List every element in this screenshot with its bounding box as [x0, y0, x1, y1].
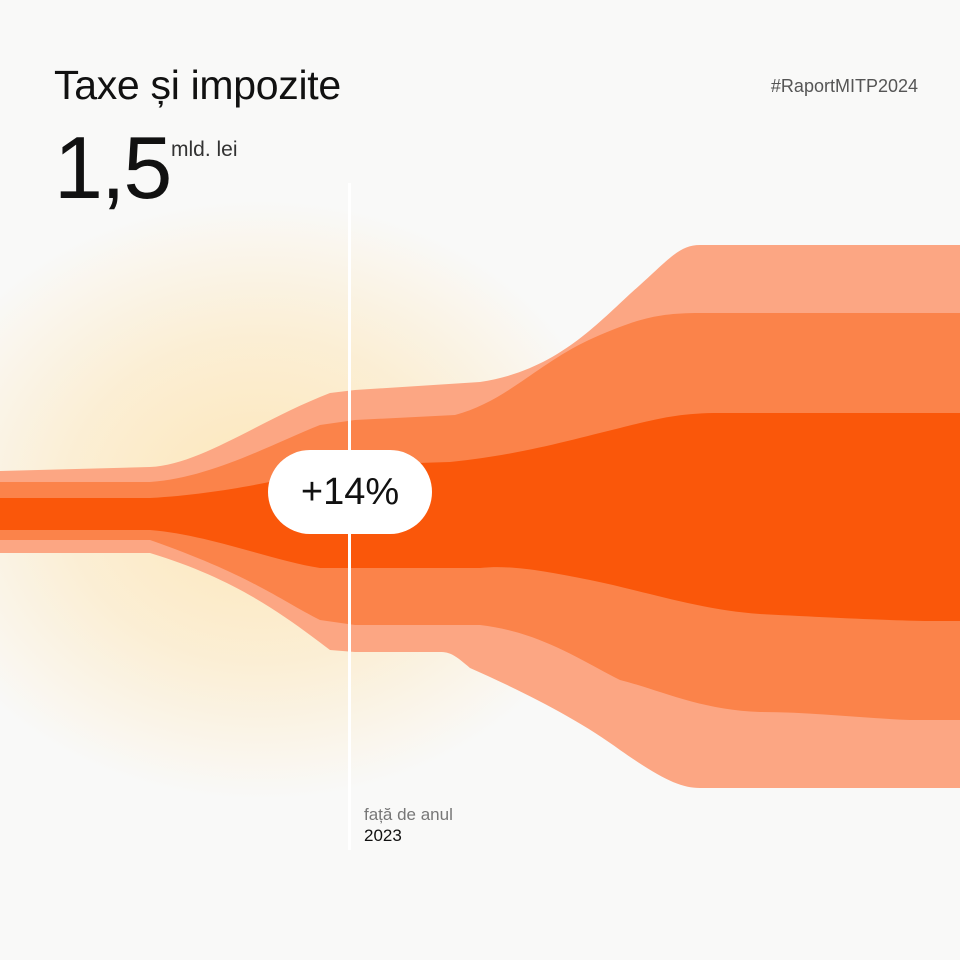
band-core [0, 413, 960, 621]
page-title: Taxe și impozite [54, 62, 341, 108]
metric-unit: mld. lei [171, 138, 238, 161]
metric-value: 1,5 [54, 118, 172, 217]
comparison-caption: față de anul 2023 [364, 805, 453, 847]
change-value: +14% [300, 470, 400, 513]
hashtag: #RaportMITP2024 [770, 76, 918, 96]
change-badge: +14% [268, 450, 432, 534]
comparison-label: față de anul [364, 805, 453, 824]
comparison-year: 2023 [364, 826, 402, 845]
